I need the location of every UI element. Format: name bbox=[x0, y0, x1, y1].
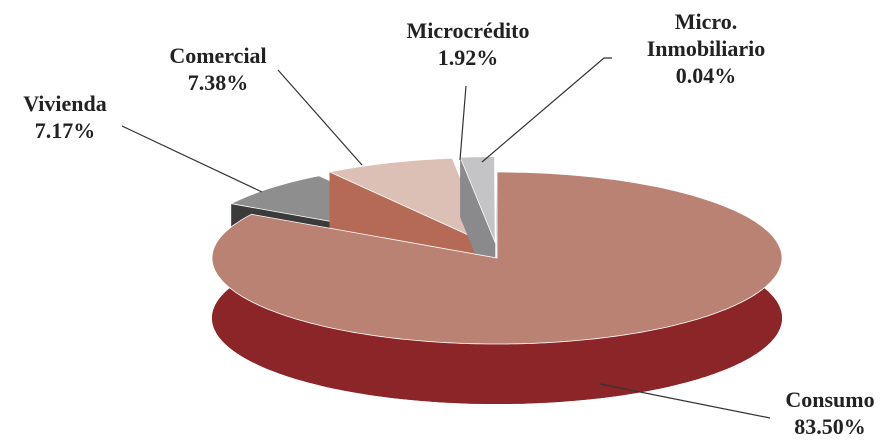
slice-top bbox=[328, 157, 489, 245]
slice-top bbox=[459, 156, 496, 243]
data-label: Comercial 7.38% bbox=[169, 42, 266, 96]
value-label: 7.17% bbox=[34, 118, 96, 143]
category-label: Microcrédito bbox=[406, 18, 530, 43]
data-label: Micro. Inmobiliario 0.04% bbox=[646, 8, 766, 89]
category-label: Comercial bbox=[169, 43, 267, 68]
slice-top bbox=[211, 171, 783, 345]
leader-line bbox=[481, 57, 612, 163]
data-label: Consumo 83.50% bbox=[785, 386, 874, 440]
leader-line bbox=[599, 383, 771, 419]
value-label: 1.92% bbox=[437, 45, 499, 70]
leader-line bbox=[121, 125, 263, 193]
value-label: 0.04% bbox=[675, 63, 737, 88]
value-label: 83.50% bbox=[794, 414, 866, 439]
category-label: Consumo bbox=[785, 387, 875, 412]
category-label: Vivienda bbox=[23, 91, 107, 116]
leader-line bbox=[459, 85, 467, 161]
slice bbox=[211, 171, 783, 404]
leader-line bbox=[277, 69, 363, 166]
data-label: Vivienda 7.17% bbox=[23, 90, 107, 144]
value-label: 7.38% bbox=[187, 70, 249, 95]
category-label: Micro. Inmobiliario bbox=[646, 9, 766, 61]
data-label: Microcrédito 1.92% bbox=[407, 17, 530, 71]
